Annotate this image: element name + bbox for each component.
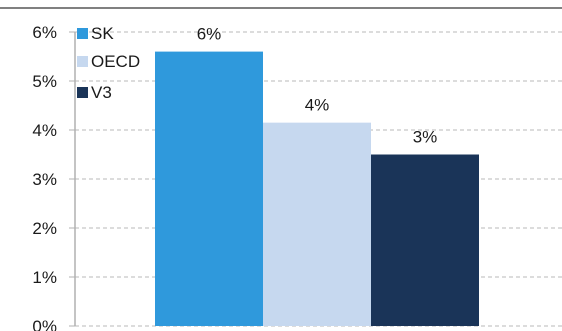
- y-tick-label: 6%: [32, 23, 57, 42]
- bars: [155, 51, 479, 327]
- legend-label-sk: SK: [91, 24, 114, 43]
- data-labels: 6% 4% 3%: [197, 25, 438, 147]
- data-label-v3: 3%: [413, 128, 438, 147]
- y-axis-ticks: 0% 1% 2% 3% 4% 5% 6%: [32, 23, 75, 331]
- legend-label-v3: V3: [91, 83, 112, 102]
- data-label-oecd: 4%: [305, 96, 330, 115]
- bar-sk: [155, 51, 263, 326]
- legend-swatch-oecd: [77, 56, 88, 67]
- y-tick-label: 4%: [32, 121, 57, 140]
- legend-swatch-v3: [77, 87, 88, 98]
- y-tick-label: 5%: [32, 72, 57, 91]
- y-tick-label: 2%: [32, 219, 57, 238]
- y-tick-label: 1%: [32, 268, 57, 287]
- legend-swatch-sk: [77, 28, 88, 39]
- legend-label-oecd: OECD: [91, 52, 140, 71]
- y-tick-label: 0%: [32, 317, 57, 331]
- bar-v3: [371, 154, 479, 326]
- y-tick-label: 3%: [32, 170, 57, 189]
- data-label-sk: 6%: [197, 25, 222, 44]
- bar-oecd: [263, 122, 371, 327]
- legend: SK OECD V3: [77, 24, 140, 102]
